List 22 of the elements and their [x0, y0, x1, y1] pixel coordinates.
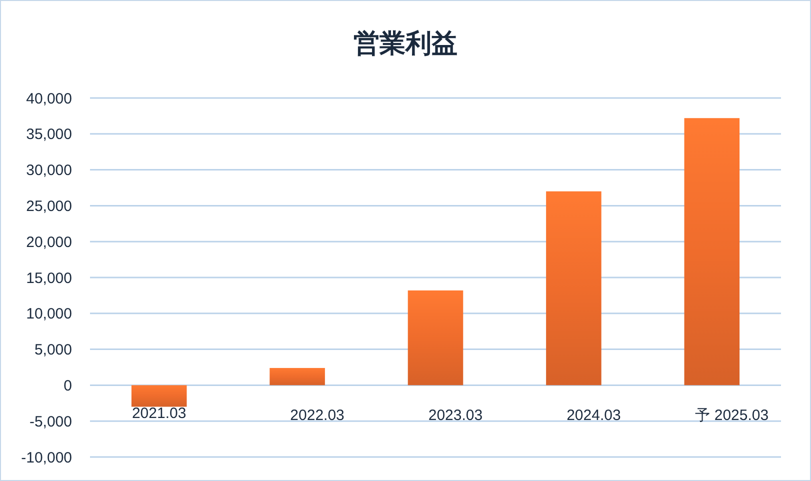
- y-tick-label: 35,000: [26, 126, 72, 144]
- y-tick-label: 10,000: [26, 306, 72, 323]
- x-tick-label: 2023.03: [428, 407, 483, 424]
- x-tick-label: 予 2025.03: [695, 407, 769, 424]
- y-tick-label: 15,000: [26, 270, 72, 287]
- y-tick-label: -5,000: [29, 413, 72, 430]
- x-tick-label: 2022.03: [290, 407, 344, 424]
- bar: [546, 191, 602, 386]
- x-tick-label: 2021.03: [132, 405, 186, 422]
- bar: [408, 290, 464, 386]
- y-tick-label: 30,000: [26, 162, 72, 180]
- y-tick-label: 0: [64, 377, 72, 394]
- y-tick-label: 25,000: [26, 198, 72, 215]
- chart-title: 営業利益: [354, 29, 458, 59]
- y-tick-label: 5,000: [34, 342, 72, 359]
- y-tick-label: -10,000: [21, 449, 72, 466]
- bar: [684, 118, 740, 386]
- bar: [131, 385, 187, 407]
- y-tick-label: 40,000: [26, 90, 72, 108]
- bar: [270, 368, 325, 386]
- y-tick-label: 20,000: [26, 234, 72, 251]
- x-tick-label: 2024.03: [566, 407, 621, 424]
